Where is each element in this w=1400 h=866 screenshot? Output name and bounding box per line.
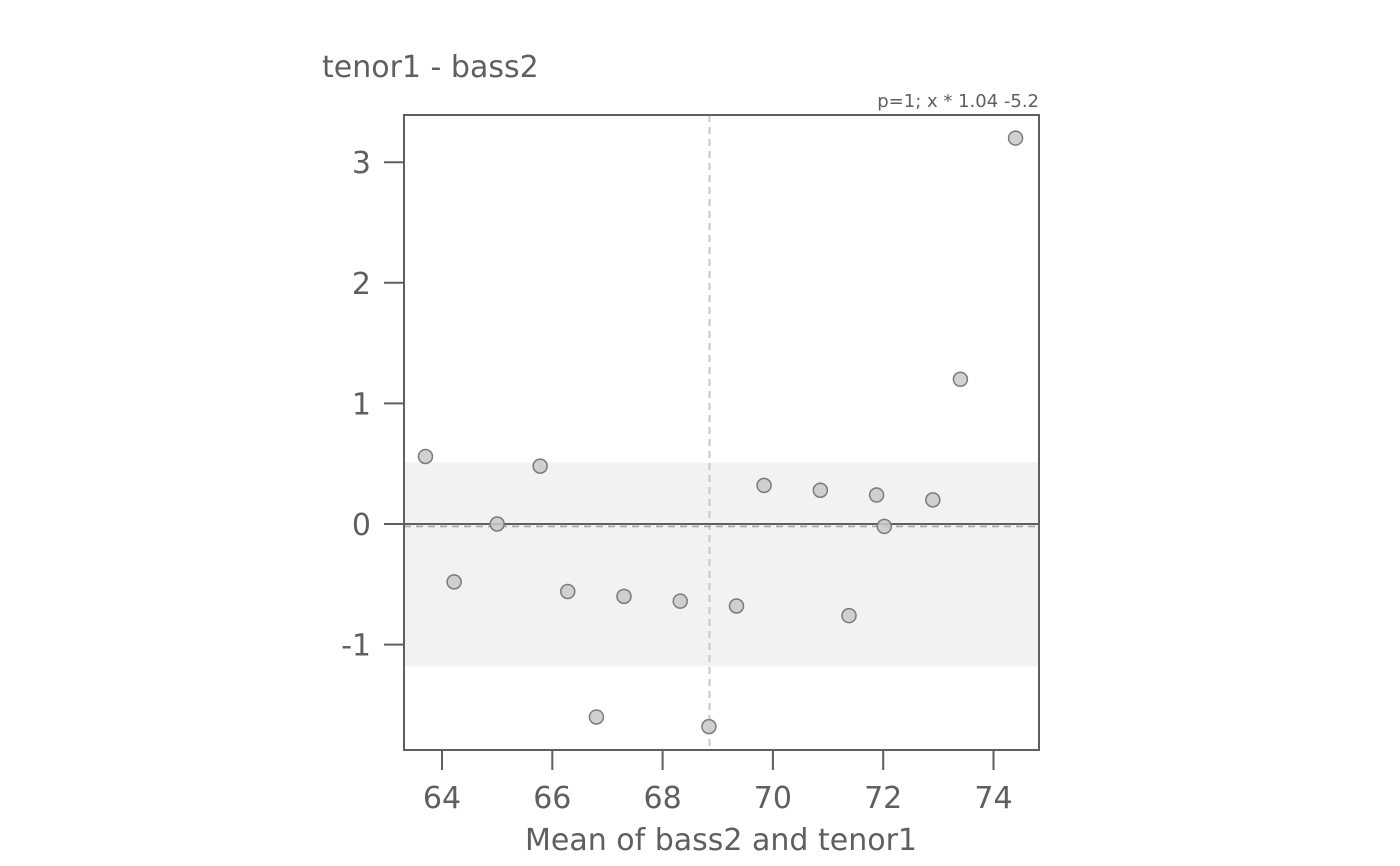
data-point bbox=[489, 516, 505, 532]
limits-of-agreement-band bbox=[405, 462, 1038, 667]
data-point bbox=[876, 518, 893, 535]
data-point bbox=[1007, 130, 1024, 146]
data-point bbox=[728, 598, 745, 614]
y-tick-label: -1 bbox=[341, 629, 371, 664]
data-point bbox=[532, 458, 548, 474]
y-tick-label: 0 bbox=[352, 508, 371, 543]
x-tick-label: 68 bbox=[644, 781, 682, 816]
data-point bbox=[701, 718, 717, 735]
x-tick-label: 74 bbox=[974, 781, 1012, 816]
x-tick-label: 64 bbox=[423, 781, 461, 816]
data-point bbox=[868, 487, 885, 503]
y-tick-label: 1 bbox=[352, 387, 371, 422]
data-point bbox=[417, 448, 434, 465]
data-point bbox=[756, 477, 772, 494]
data-point bbox=[672, 593, 688, 609]
chart-title: tenor1 - bass2 bbox=[322, 50, 539, 85]
y-tick-label: 2 bbox=[352, 267, 371, 302]
x-axis-label: Mean of bass2 and tenor1 bbox=[525, 823, 917, 858]
x-tick-label: 72 bbox=[864, 781, 902, 816]
data-point bbox=[925, 492, 941, 508]
data-point bbox=[588, 709, 605, 725]
data-point bbox=[952, 371, 969, 388]
x-tick-label: 70 bbox=[754, 781, 792, 816]
x-tick-label: 66 bbox=[533, 781, 571, 816]
data-point bbox=[841, 607, 857, 624]
data-point bbox=[812, 482, 829, 498]
data-point bbox=[616, 588, 632, 605]
data-point bbox=[559, 583, 576, 600]
y-tick-label: 3 bbox=[352, 146, 371, 181]
plot-frame bbox=[403, 114, 1040, 751]
plot-area: -1 0 1 2 3 64 66 68 70 72 74 bbox=[341, 114, 1040, 816]
data-point bbox=[446, 574, 462, 590]
chart-subtitle: p=1; x * 1.04 -5.2 bbox=[877, 91, 1039, 112]
